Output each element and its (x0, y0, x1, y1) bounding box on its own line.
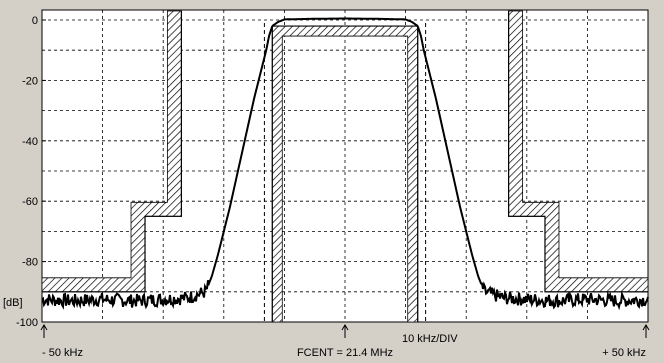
y-tick-label: 0 (32, 15, 38, 27)
mask-upper-right-edge (508, 11, 648, 293)
x-annotations: - 50 kHz FCENT = 21.4 MHz + 50 kHz 10 kH… (40, 324, 650, 359)
limit-masks (41, 10, 649, 323)
arrow-head (642, 324, 650, 331)
arrow-head (40, 324, 48, 331)
right-edge-arrow (642, 324, 650, 338)
x-left-label: - 50 kHz (42, 347, 83, 359)
left-edge-arrow (40, 324, 48, 338)
arrow-head (341, 324, 349, 331)
mask-passband-edge (271, 25, 419, 322)
y-tick-label: -60 (22, 196, 38, 208)
series-filter-response (41, 17, 649, 311)
y-tick-label: -80 (22, 257, 38, 269)
y-tick-label: -40 (22, 136, 38, 148)
y-unit-label: [dB] (3, 297, 23, 309)
y-tick-label: -100 (16, 317, 38, 329)
y-tick-label: -20 (22, 75, 38, 87)
mask-upper-left-edge (42, 11, 182, 293)
x-scale-label: 10 kHz/DIV (402, 333, 458, 345)
x-right-label: + 50 kHz (602, 347, 646, 359)
y-tick-labels: 0 -20 -40 -60 -80 -100 (16, 15, 46, 329)
grid (42, 10, 648, 322)
x-center-label: FCENT = 21.4 MHz (297, 347, 393, 359)
series-layer (41, 17, 649, 311)
center-arrow (341, 324, 349, 338)
